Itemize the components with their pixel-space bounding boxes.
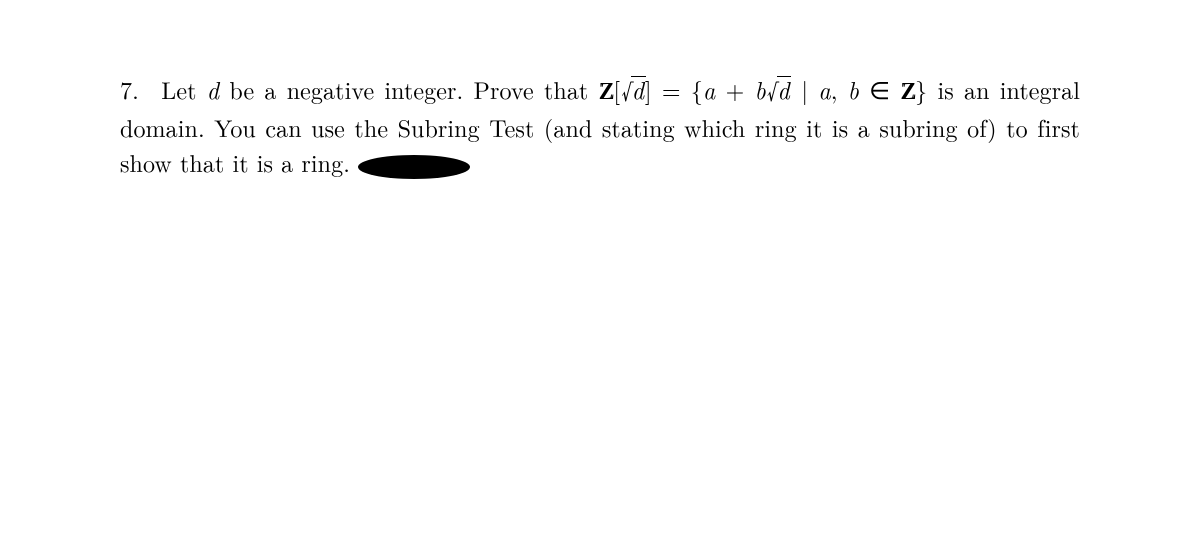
problem-7: 7. Let d be a negative integer. Prove th…	[120, 72, 1080, 179]
rbrace: }	[915, 72, 927, 106]
text-frag-1: Let	[161, 72, 207, 106]
symbol-Z-1: Z	[599, 75, 614, 110]
eq: =	[652, 72, 691, 106]
problem-number: 7.	[120, 72, 139, 106]
var-d: d	[207, 72, 219, 106]
var-b-1: b	[755, 72, 766, 106]
var-b-2: b	[848, 72, 859, 106]
radicand-d-2: d	[777, 76, 791, 101]
redaction-mark	[358, 155, 470, 179]
sqrt-d-1: √d	[620, 72, 645, 107]
page: 7. Let d be a negative integer. Prove th…	[0, 0, 1200, 553]
in: ∈	[859, 72, 900, 106]
rbrack: ]	[645, 72, 652, 106]
math-set-def: Z[√d] = {a + b√d | a, b ∈ Z}	[599, 72, 928, 106]
lbrace: {	[691, 72, 703, 106]
var-a-2: a	[818, 72, 830, 106]
symbol-Z-2: Z	[900, 75, 915, 110]
var-a-1: a	[703, 72, 715, 106]
text-frag-2: be a negative integer. Prove that	[219, 72, 598, 106]
radicand-d-1: d	[631, 76, 645, 101]
sqrt-d-2: √d	[766, 72, 791, 107]
plus: +	[715, 72, 754, 106]
mid: |	[791, 72, 818, 106]
comma: ,	[831, 72, 848, 106]
